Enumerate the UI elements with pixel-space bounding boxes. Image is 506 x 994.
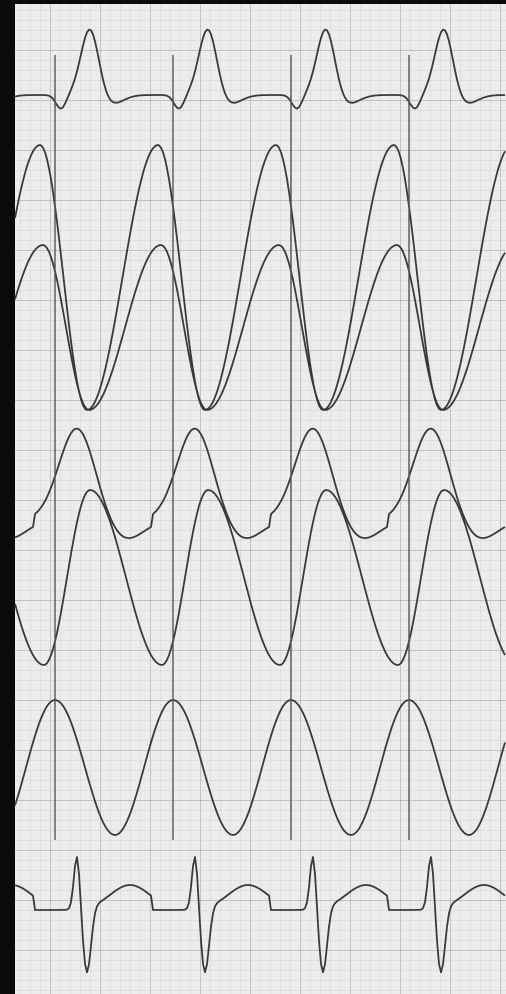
page: (() => { const NS = 'http://www.w3.org/2… <box>0 0 506 994</box>
ecg-photo <box>0 0 506 994</box>
ecg-grid <box>15 4 506 994</box>
